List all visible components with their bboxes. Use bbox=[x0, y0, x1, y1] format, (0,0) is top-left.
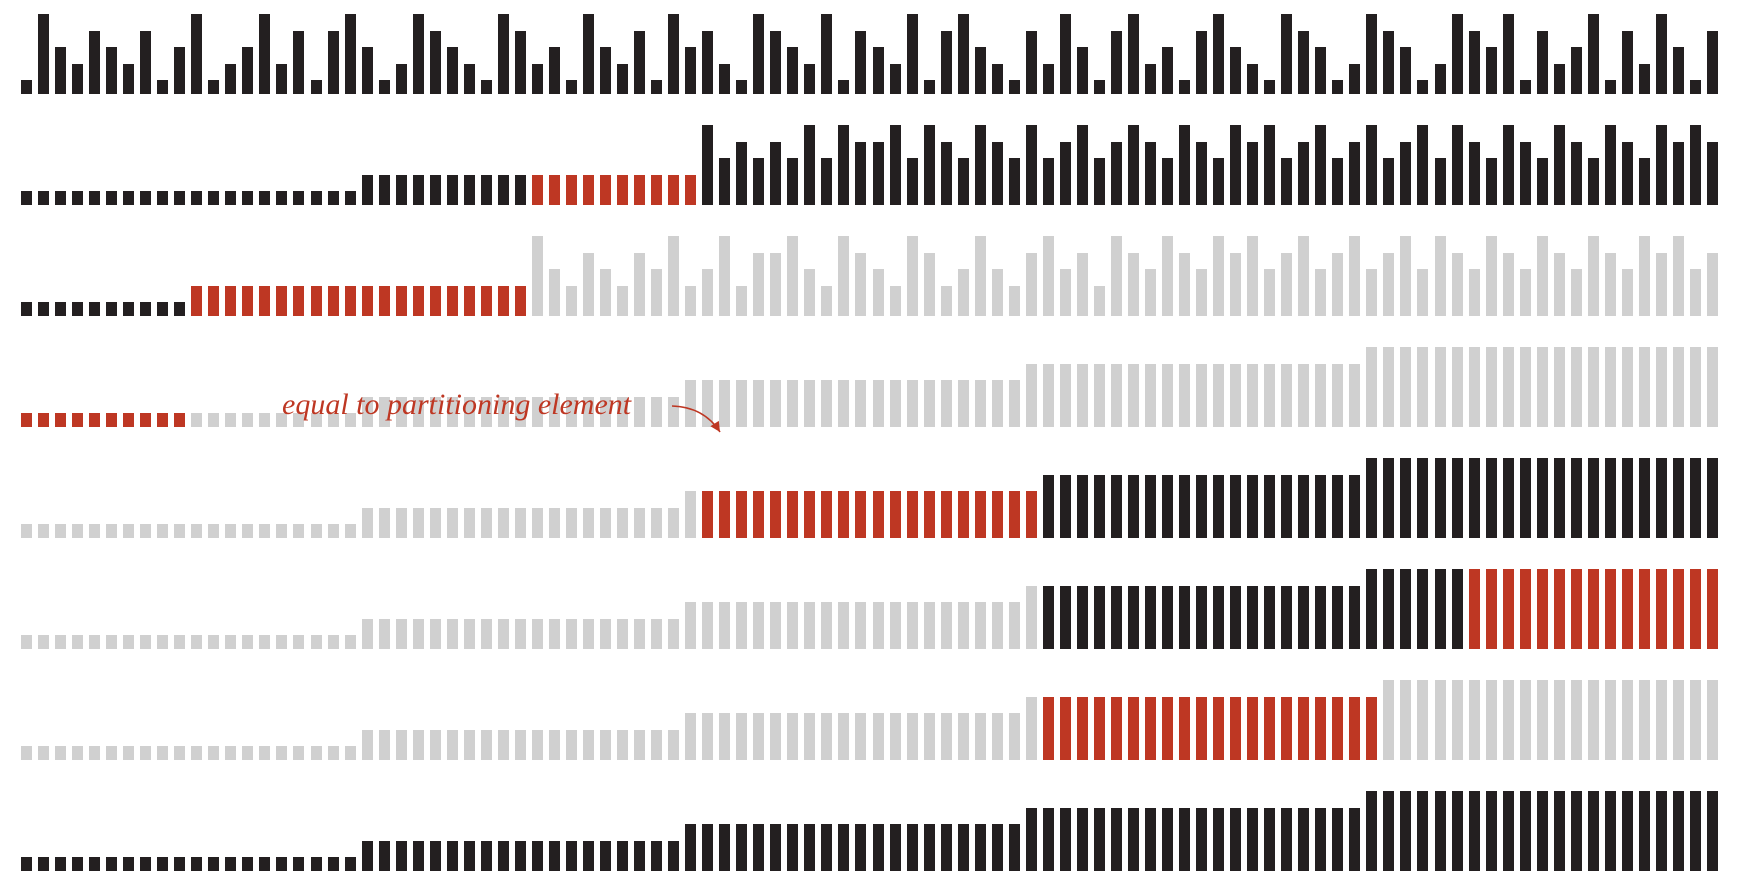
quicksort-trace-diagram: equal to partitioning element bbox=[0, 0, 1739, 894]
annotation-arrow bbox=[0, 0, 1739, 894]
